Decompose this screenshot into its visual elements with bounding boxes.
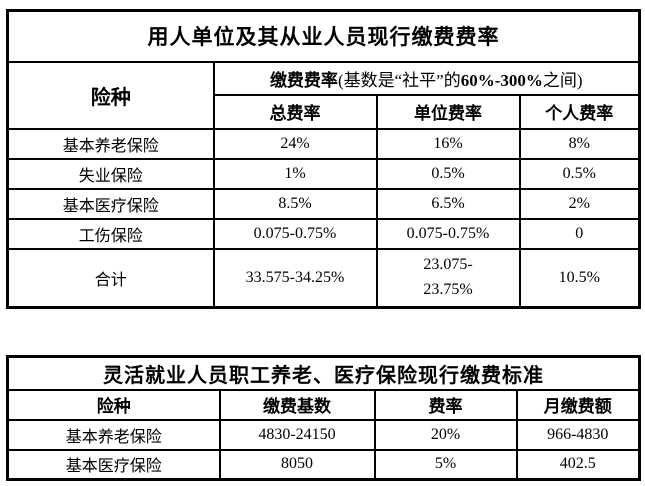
table1-row1-total: 1%	[212, 157, 378, 190]
table2-row1-monthly: 402.5	[515, 448, 641, 481]
table2-row1-label: 基本医疗保险	[6, 448, 221, 481]
flexible-employment-table: 灵活就业人员职工养老、医疗保险现行缴费标准 险种 缴费基数 费率 月缴费额 基本…	[6, 355, 641, 481]
table1-row1-personal: 0.5%	[518, 157, 641, 190]
table1-row3-total: 0.075-0.75%	[212, 217, 378, 250]
table2-row0-base: 4830-24150	[218, 418, 376, 451]
table-row: 失业保险 1% 0.5% 0.5%	[6, 157, 641, 190]
table1-row2-label: 基本医疗保险	[6, 187, 215, 220]
table-row: 基本医疗保险 8050 5% 402.5	[6, 448, 641, 481]
table-row: 基本养老保险 24% 16% 8%	[6, 127, 641, 160]
table1-total-employer: 23.075- 23.75%	[375, 247, 521, 309]
table2-title: 灵活就业人员职工养老、医疗保险现行缴费标准	[6, 355, 641, 391]
table2-header-rate: 费率	[373, 388, 518, 421]
table1-row1-label: 失业保险	[6, 157, 215, 190]
table1-subheader-total: 总费率	[212, 93, 378, 130]
table1-subheader-personal: 个人费率	[518, 93, 641, 130]
table-row: 基本养老保险 4830-24150 20% 966-4830	[6, 418, 641, 451]
table1-rate-header-row: 险种 缴费费率(基数是“社平”的60%-300%之间)	[6, 60, 641, 130]
table1-total-personal: 10.5%	[518, 247, 641, 309]
table1-title-row: 用人单位及其从业人员现行缴费费率	[6, 9, 641, 63]
table1-row2-employer: 6.5%	[375, 187, 521, 220]
table1-row0-label: 基本养老保险	[6, 127, 215, 160]
table1-subheader-row: 总费率 单位费率 个人费率	[8, 93, 641, 130]
table1-row0-total: 24%	[212, 127, 378, 160]
employer-rates-table: 用人单位及其从业人员现行缴费费率 险种 缴费费率(基数是“社平”的60%-300…	[6, 9, 641, 309]
table1-title: 用人单位及其从业人员现行缴费费率	[6, 9, 641, 63]
table-row: 基本医疗保险 8.5% 6.5% 2%	[6, 187, 641, 220]
rate-header-range: 60%-300%	[460, 70, 543, 90]
table2-header-base: 缴费基数	[218, 388, 376, 421]
rate-header-paren-open: (基数是“社平”的	[337, 70, 461, 90]
table2-header-monthly: 月缴费额	[515, 388, 641, 421]
table1-row2-personal: 2%	[518, 187, 641, 220]
table1-total-label: 合计	[6, 247, 215, 309]
table2-row0-monthly: 966-4830	[515, 418, 641, 451]
table-row: 工伤保险 0.075-0.75% 0.075-0.75% 0	[6, 217, 641, 250]
table2-header-insurance-type: 险种	[6, 388, 221, 421]
table1-row3-personal: 0	[518, 217, 641, 250]
table2-header-row: 险种 缴费基数 费率 月缴费额	[6, 388, 641, 421]
rate-header-prefix: 缴费费率	[269, 70, 338, 90]
table1-row1-employer: 0.5%	[375, 157, 521, 190]
table1-subheader-employer: 单位费率	[375, 93, 521, 130]
table1-header-rate: 缴费费率(基数是“社平”的60%-300%之间)	[212, 60, 641, 96]
table2-row1-rate: 5%	[373, 448, 518, 481]
table1-row0-employer: 16%	[375, 127, 521, 160]
table2-row1-base: 8050	[218, 448, 376, 481]
table1-row3-employer: 0.075-0.75%	[375, 217, 521, 250]
table2-row0-rate: 20%	[373, 418, 518, 451]
table2-row0-label: 基本养老保险	[6, 418, 221, 451]
table-row-total: 合计 33.575-34.25% 23.075- 23.75% 10.5%	[6, 247, 641, 309]
table1-total-total: 33.575-34.25%	[212, 247, 378, 309]
table1-row2-total: 8.5%	[212, 187, 378, 220]
table1-row0-personal: 8%	[518, 127, 641, 160]
table1-header-insurance-type: 险种	[6, 60, 215, 130]
rate-header-paren-close: 之间)	[542, 70, 583, 90]
table1-row3-label: 工伤保险	[6, 217, 215, 250]
table2-title-row: 灵活就业人员职工养老、医疗保险现行缴费标准	[6, 355, 641, 391]
